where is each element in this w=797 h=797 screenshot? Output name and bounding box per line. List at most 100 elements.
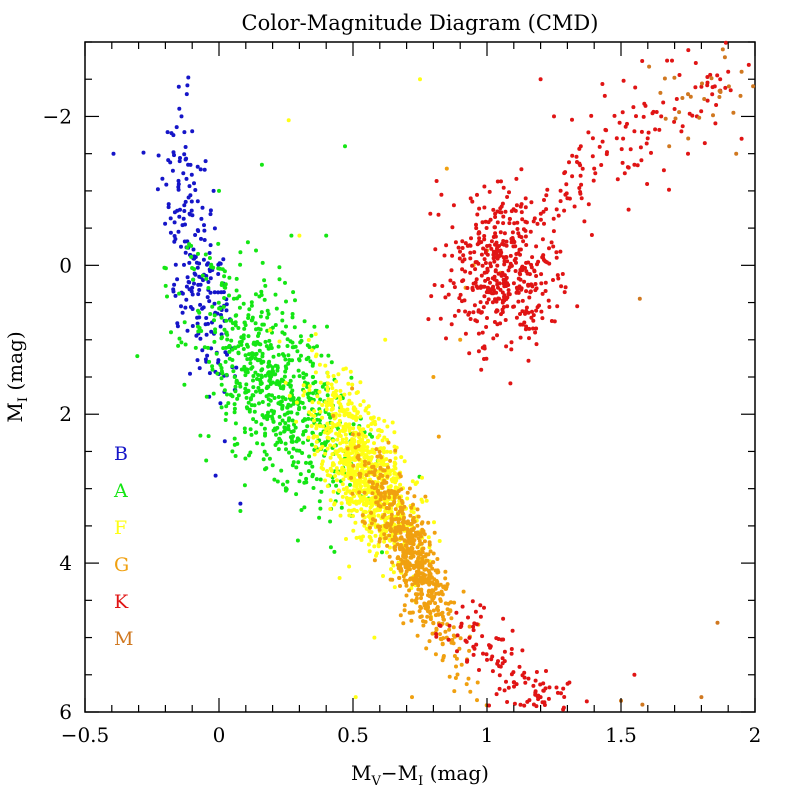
data-point [405,496,410,501]
x-tick-labels: −0.5 0 0.5 1 1.5 2 [61,723,762,747]
data-point [218,306,223,311]
data-point [393,507,398,512]
data-point [180,223,185,228]
data-point [382,418,387,423]
data-point [391,570,396,575]
data-point [386,522,391,527]
data-point [488,261,493,266]
data-point [221,304,226,309]
data-point [334,379,339,384]
data-point [328,507,333,511]
data-point [430,580,435,585]
data-point [197,366,202,371]
data-point [206,261,210,266]
data-point [386,440,391,445]
data-point [190,266,195,270]
data-point [612,113,617,118]
data-point [514,682,519,687]
data-point [430,588,435,593]
data-point [254,389,258,394]
data-point [363,483,368,488]
data-point [341,429,346,434]
data-point [455,672,460,677]
data-point [232,375,237,379]
data-point [633,85,638,90]
data-point [646,130,651,135]
data-point [381,574,385,578]
data-point [223,359,228,364]
data-point [482,184,487,189]
data-point [467,635,472,640]
data-point [369,510,374,515]
data-point [546,298,551,303]
data-point [489,239,494,244]
data-point [635,163,640,168]
data-point [175,277,180,282]
data-point [268,328,272,333]
data-point [702,141,707,146]
data-point [510,230,515,235]
data-point [280,403,285,408]
data-point [188,305,193,309]
data-point [237,305,242,310]
data-point [283,488,288,493]
data-point [351,406,356,411]
data-point [475,212,480,217]
data-point [414,600,419,605]
data-point [312,418,316,423]
data-point [483,261,488,265]
data-point [448,609,453,614]
data-point [427,609,432,614]
data-point [280,318,285,323]
data-point [536,259,541,264]
data-point [291,401,296,406]
legend-item-m: M [114,628,133,650]
data-point [486,277,490,281]
data-point [199,216,204,221]
data-point [522,675,527,680]
data-point [277,265,282,270]
data-point [334,389,339,393]
data-point [235,396,240,401]
data-point [649,150,653,155]
data-point [195,321,200,326]
data-point [575,304,580,309]
data-point [493,231,498,236]
data-point [283,364,288,369]
data-point [219,366,224,370]
data-point [171,133,176,138]
data-point [290,315,295,320]
data-point [481,651,485,656]
data-point [339,468,344,473]
data-points [111,40,756,712]
data-point [254,248,258,253]
data-point [336,448,341,453]
data-point [504,679,508,684]
data-point [304,476,309,481]
x-tick-label: 2 [749,723,762,747]
data-point [183,157,188,162]
data-point [642,101,647,106]
data-point [192,271,197,276]
data-point [318,380,323,385]
data-point [399,535,404,540]
data-point [422,539,427,544]
data-point [213,330,218,335]
data-point [470,285,475,290]
data-point [562,695,567,699]
data-point [285,344,290,348]
data-point [420,527,425,532]
data-point [232,436,237,441]
data-point [336,488,341,493]
data-point [622,171,627,176]
data-point [512,221,517,226]
data-point [467,624,472,629]
data-point [518,312,522,316]
data-point [363,459,367,464]
data-point [219,405,224,410]
data-point [382,539,387,544]
data-point [330,393,335,397]
data-point [382,435,387,440]
data-point [485,657,489,662]
data-point [293,298,297,303]
